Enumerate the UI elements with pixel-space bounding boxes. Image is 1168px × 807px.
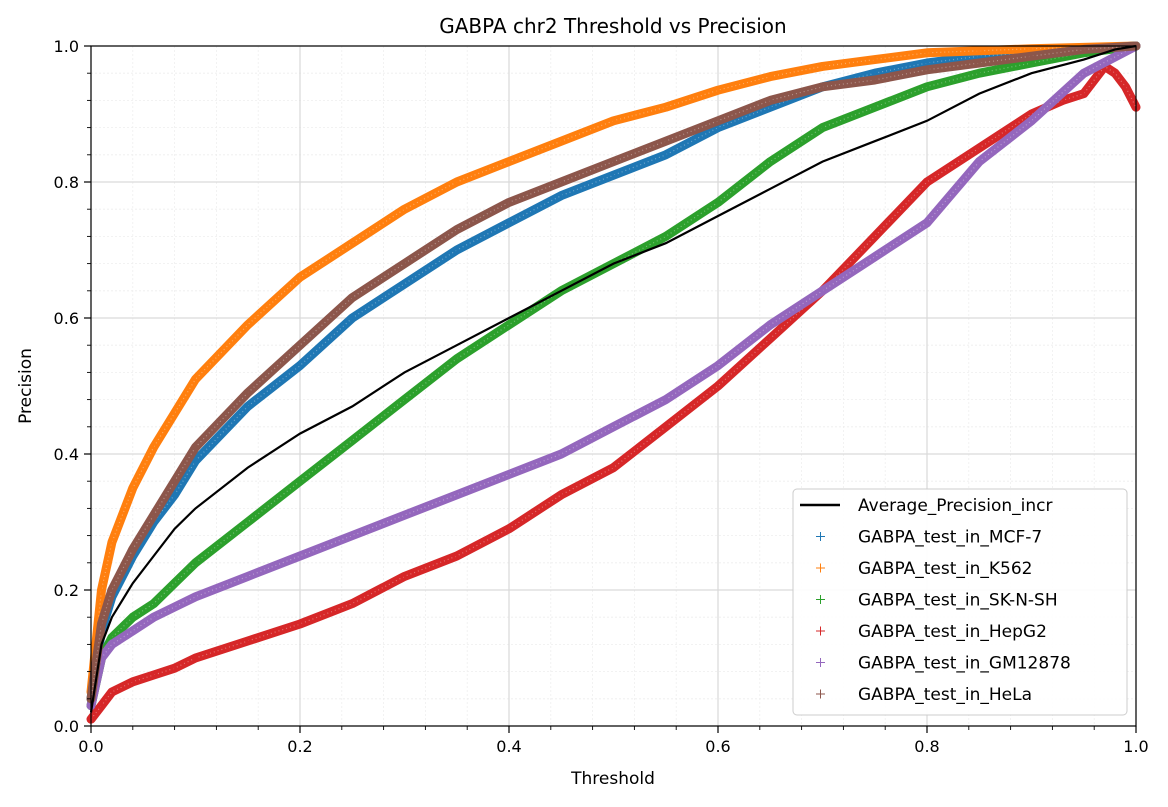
y-tick-label: 0.0: [54, 717, 79, 736]
legend-label: GABPA_test_in_HepG2: [858, 622, 1047, 642]
chart-title: GABPA chr2 Threshold vs Precision: [439, 14, 786, 38]
legend-label: GABPA_test_in_GM12878: [858, 654, 1071, 674]
x-tick-label: 0.2: [287, 737, 312, 756]
x-tick-label: 0.4: [496, 737, 521, 756]
legend-label: GABPA_test_in_SK-N-SH: [858, 591, 1058, 611]
y-tick-label: 0.6: [54, 309, 79, 328]
y-tick-label: 0.8: [54, 173, 79, 192]
legend-label: Average_Precision_incr: [858, 496, 1053, 516]
x-tick-label: 1.0: [1123, 737, 1148, 756]
y-tick-label: 0.4: [54, 445, 79, 464]
x-tick-label: 0.8: [914, 737, 939, 756]
y-tick-label: 1.0: [54, 37, 79, 56]
x-tick-label: 0.0: [78, 737, 103, 756]
x-tick-label: 0.6: [705, 737, 730, 756]
legend-label: GABPA_test_in_HeLa: [858, 685, 1032, 705]
y-axis-label: Precision: [16, 348, 36, 424]
y-tick-label: 0.2: [54, 581, 79, 600]
x-axis-label: Threshold: [570, 769, 655, 789]
legend-label: GABPA_test_in_K562: [858, 559, 1033, 579]
legend-label: GABPA_test_in_MCF-7: [858, 528, 1042, 548]
legend: Average_Precision_incr GABPA_test_in_MCF-…: [793, 489, 1127, 715]
